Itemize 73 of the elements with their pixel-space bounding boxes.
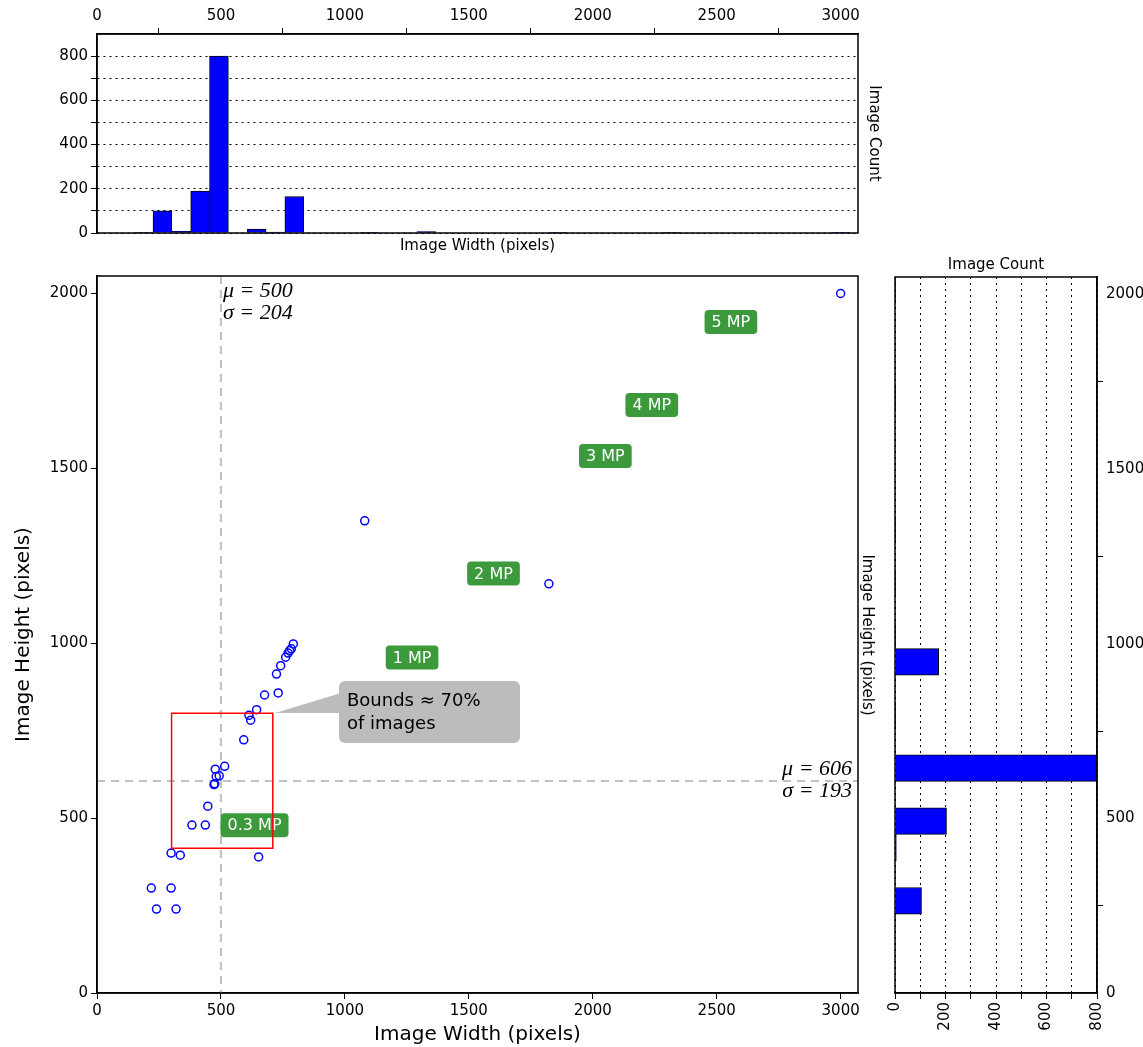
x-tick-label: 2000 [573,5,612,24]
point [280,652,291,662]
y-tick-label: 1500 [1106,458,1143,477]
x-tick-label: 400 [985,1002,1004,1031]
x-tick-label: 0 [92,1000,102,1019]
annotation: Bounds ≈ 70% of images [347,688,482,734]
x-tick-label: 3000 [821,1000,860,1019]
y-tick-label: 1500 [49,458,88,477]
point [203,801,213,811]
x-tick-label: 0 [884,1002,903,1012]
point [151,904,162,914]
point [171,904,181,914]
x-tick-label: 1500 [449,5,488,24]
point [359,516,370,526]
x-tick-label: 2000 [573,1000,612,1019]
point [275,660,286,671]
x-tick-label: 500 [206,5,236,24]
point [146,883,157,893]
x-tick-label: 1500 [449,1000,488,1019]
y-tick-label: 1000 [1106,633,1143,652]
y-axis-title: Image Height (pixels) [859,554,878,716]
y-tick-label: 2000 [49,283,88,302]
point [544,579,554,589]
y-tick-label: 0 [78,982,88,1001]
y-tick-label: 500 [1106,808,1135,827]
point [273,688,283,698]
annotation: 1 MP [392,647,432,667]
ref-line-label: μ = 500 σ = 204 [221,276,293,324]
point [219,761,230,772]
point [253,852,264,862]
point [166,883,176,893]
x-tick-label: 1000 [325,5,364,24]
y-tick-label: 400 [59,134,88,153]
annotation: 2 MP [474,563,514,583]
y-tick-label: 500 [59,808,88,827]
annotation: 5 MP [711,312,751,332]
x-axis-title: Image Width (pixels) [399,236,556,255]
y-tick-label: 1000 [49,633,88,652]
x-tick-label: 2500 [697,5,736,24]
point [210,764,220,774]
point [175,850,186,860]
point [244,710,254,721]
x-tick-label: 600 [1036,1002,1055,1031]
annotation: 3 MP [585,446,626,466]
point [245,715,256,725]
x-tick-label: 1000 [325,1000,364,1019]
ref-line-label: μ = 606 σ = 193 [781,754,852,802]
x-tick-label: 800 [1086,1002,1105,1031]
y-tick-label: 0 [1106,982,1116,1001]
y-axis-title: Image Count [866,85,885,182]
point [239,735,249,745]
x-tick-label: 200 [935,1002,954,1031]
point [259,690,270,700]
x-axis-title: Image Count [947,255,1045,274]
x-tick-label: 2500 [697,1000,736,1019]
y-tick-label: 200 [59,178,88,197]
x-tick-label: 500 [206,1000,236,1019]
point [200,820,211,830]
y-axis-title: Image Height (pixels) [10,527,35,742]
y-tick-label: 2000 [1106,284,1143,303]
point [251,704,262,715]
point [288,639,299,649]
x-tick-label: 3000 [821,5,860,24]
point [271,669,282,679]
y-tick-label: 800 [59,46,88,64]
annotation: 4 MP [632,395,672,415]
point [187,820,197,830]
x-tick-label: 0 [92,5,102,24]
x-axis-title: Image Width (pixels) [374,1021,581,1046]
y-tick-label: 600 [59,90,88,109]
y-tick-label: 0 [78,222,88,241]
point [166,848,176,858]
point [835,288,846,299]
